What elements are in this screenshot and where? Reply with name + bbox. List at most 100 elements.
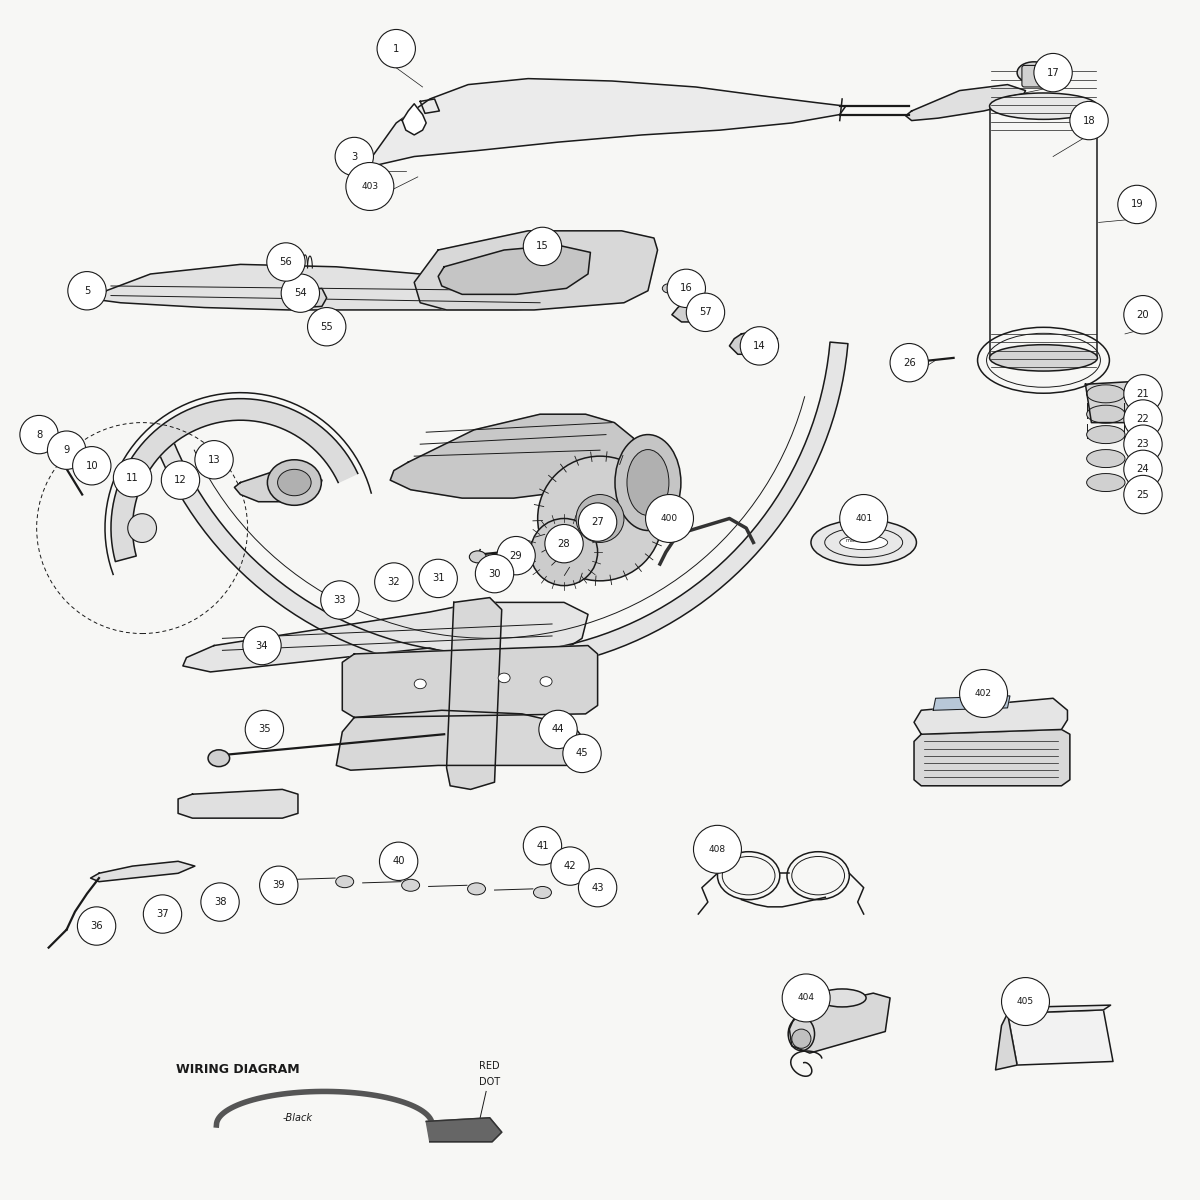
Text: RED: RED xyxy=(480,1061,500,1072)
Polygon shape xyxy=(90,862,194,882)
Circle shape xyxy=(78,907,115,946)
Circle shape xyxy=(686,293,725,331)
Circle shape xyxy=(259,866,298,905)
Text: 44: 44 xyxy=(552,725,564,734)
Circle shape xyxy=(792,1030,811,1049)
Ellipse shape xyxy=(67,439,83,449)
Circle shape xyxy=(1123,400,1162,438)
Circle shape xyxy=(1123,295,1162,334)
Ellipse shape xyxy=(1018,62,1051,83)
Ellipse shape xyxy=(811,520,917,565)
Text: 403: 403 xyxy=(361,182,378,191)
Polygon shape xyxy=(1008,1006,1111,1014)
Ellipse shape xyxy=(1087,406,1124,424)
Circle shape xyxy=(127,514,156,542)
Text: 17: 17 xyxy=(1046,67,1060,78)
Text: 5: 5 xyxy=(84,286,90,295)
Circle shape xyxy=(960,670,1008,718)
Circle shape xyxy=(377,30,415,68)
Ellipse shape xyxy=(1087,385,1124,403)
Circle shape xyxy=(73,446,110,485)
Ellipse shape xyxy=(990,344,1098,371)
Polygon shape xyxy=(342,646,598,718)
FancyBboxPatch shape xyxy=(1022,66,1046,86)
Circle shape xyxy=(194,440,233,479)
Circle shape xyxy=(545,524,583,563)
Text: 41: 41 xyxy=(536,841,548,851)
Circle shape xyxy=(143,895,181,934)
Text: 30: 30 xyxy=(488,569,500,578)
Circle shape xyxy=(1070,101,1109,139)
Polygon shape xyxy=(336,710,586,770)
Polygon shape xyxy=(414,230,658,310)
Circle shape xyxy=(379,842,418,881)
Polygon shape xyxy=(996,1014,1018,1070)
Text: 42: 42 xyxy=(564,862,576,871)
Text: 1: 1 xyxy=(394,43,400,54)
Circle shape xyxy=(840,494,888,542)
Polygon shape xyxy=(914,730,1070,786)
Text: 39: 39 xyxy=(272,881,286,890)
Polygon shape xyxy=(730,329,778,354)
Circle shape xyxy=(1002,978,1050,1026)
Ellipse shape xyxy=(1087,474,1124,492)
Text: 32: 32 xyxy=(388,577,400,587)
Ellipse shape xyxy=(614,434,680,530)
Circle shape xyxy=(667,269,706,307)
Text: 14: 14 xyxy=(754,341,766,350)
Text: 33: 33 xyxy=(334,595,346,605)
Circle shape xyxy=(1123,475,1162,514)
Circle shape xyxy=(1123,425,1162,463)
Polygon shape xyxy=(672,298,720,322)
Circle shape xyxy=(346,162,394,210)
Circle shape xyxy=(335,137,373,175)
Circle shape xyxy=(576,494,624,542)
Circle shape xyxy=(523,827,562,865)
Circle shape xyxy=(538,456,662,581)
Text: 36: 36 xyxy=(90,922,103,931)
Circle shape xyxy=(200,883,239,922)
Text: 55: 55 xyxy=(320,322,334,331)
Text: 16: 16 xyxy=(680,283,692,293)
Ellipse shape xyxy=(840,535,888,550)
Circle shape xyxy=(539,710,577,749)
Text: 29: 29 xyxy=(510,551,522,560)
Circle shape xyxy=(20,415,59,454)
Polygon shape xyxy=(110,398,358,562)
Circle shape xyxy=(48,431,85,469)
Ellipse shape xyxy=(990,92,1098,119)
Circle shape xyxy=(646,494,694,542)
Text: 45: 45 xyxy=(576,749,588,758)
Text: 404: 404 xyxy=(798,994,815,1002)
Ellipse shape xyxy=(534,887,552,899)
Text: 27: 27 xyxy=(592,517,604,527)
Text: 10: 10 xyxy=(85,461,98,470)
Polygon shape xyxy=(446,598,502,790)
Text: 9: 9 xyxy=(64,445,70,455)
Text: 35: 35 xyxy=(258,725,271,734)
Ellipse shape xyxy=(53,433,70,443)
Polygon shape xyxy=(438,245,590,294)
Circle shape xyxy=(578,503,617,541)
Text: 22: 22 xyxy=(1136,414,1150,424)
Text: 19: 19 xyxy=(1130,199,1144,210)
Text: 25: 25 xyxy=(1136,490,1150,499)
Circle shape xyxy=(563,734,601,773)
Text: -Black: -Black xyxy=(283,1112,313,1123)
Ellipse shape xyxy=(662,283,677,293)
Polygon shape xyxy=(934,696,1010,710)
Polygon shape xyxy=(234,470,322,502)
Polygon shape xyxy=(906,84,1026,120)
Circle shape xyxy=(1123,374,1162,413)
Text: 13: 13 xyxy=(208,455,221,464)
Polygon shape xyxy=(1008,1010,1114,1066)
Circle shape xyxy=(782,974,830,1022)
Ellipse shape xyxy=(540,677,552,686)
Polygon shape xyxy=(426,1118,502,1141)
Circle shape xyxy=(320,581,359,619)
Text: 12: 12 xyxy=(174,475,187,485)
Text: 3: 3 xyxy=(352,151,358,162)
Circle shape xyxy=(245,710,283,749)
Circle shape xyxy=(266,242,305,281)
Text: 400: 400 xyxy=(661,514,678,523)
